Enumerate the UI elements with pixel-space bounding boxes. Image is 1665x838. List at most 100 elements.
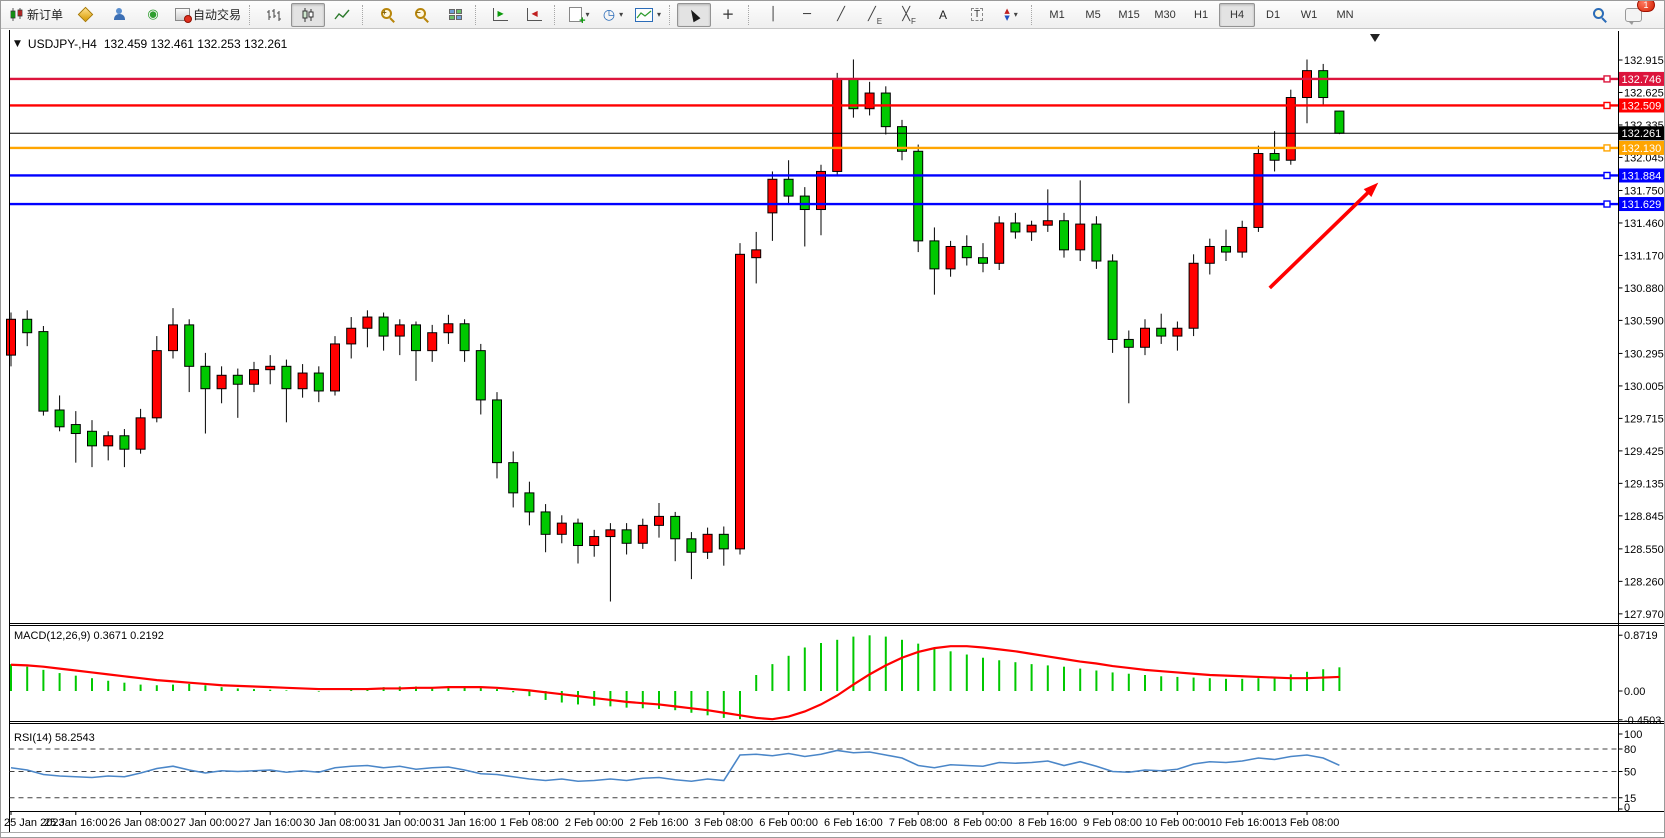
trendline-button[interactable]: ╱	[824, 3, 858, 27]
search-button[interactable]	[1582, 3, 1616, 27]
bull-candle	[1075, 223, 1086, 251]
rsi-indicator-label: RSI(14) 58.2543	[14, 732, 95, 744]
chart-canvas[interactable]: 132.915 132.625 132.335 132.045 131.750 131.4…	[1, 29, 1665, 838]
time-tick-label: 31 Jan 16:00	[433, 817, 497, 829]
clock-icon: ◷	[602, 6, 616, 23]
notifications-button[interactable]: 1	[1616, 1, 1655, 27]
signals-radar-icon: ◉	[147, 7, 159, 22]
bull-candle	[1253, 153, 1264, 228]
macd-tick-label: 0.8719	[1624, 630, 1658, 642]
bear-candle	[799, 195, 810, 211]
bull-candle	[832, 77, 843, 172]
chart-shift-marker[interactable]	[1370, 34, 1380, 42]
trendline-icon: ╱	[837, 7, 845, 22]
signals-button[interactable]: ◉	[136, 3, 170, 27]
bear-candle	[459, 323, 470, 352]
macd-tick-label: -0.4503	[1624, 715, 1661, 727]
bull-candle	[605, 529, 616, 538]
horizontal-line-icon: ─	[803, 7, 811, 22]
level-line-handle[interactable]	[1603, 101, 1611, 110]
line-chart-button[interactable]	[325, 3, 359, 27]
market-depth-button[interactable]	[102, 3, 136, 27]
bull-candle	[556, 522, 567, 535]
bear-candle	[1221, 245, 1231, 253]
crosshair-icon: +	[721, 5, 735, 23]
trend-arrow-head[interactable]	[1363, 182, 1379, 198]
styler-button[interactable]	[68, 3, 102, 27]
bear-candle	[524, 492, 535, 513]
level-line-handle[interactable]	[1603, 144, 1611, 152]
trend-arrow-shaft[interactable]	[1268, 188, 1373, 290]
timeframe-w1-button[interactable]: W1	[1300, 8, 1318, 21]
candlestick-chart-button[interactable]	[291, 2, 326, 27]
crosshair-button[interactable]: +	[711, 3, 745, 27]
price-tag-label: 131.629	[1622, 199, 1662, 211]
arrows-button[interactable]: ▲ ▼ ▾	[1004, 6, 1018, 22]
bull-candle	[216, 374, 227, 390]
bull-candle	[1140, 327, 1150, 348]
time-tick-label: 2 Feb 16:00	[630, 817, 689, 829]
bear-candle	[54, 409, 65, 428]
time-tick-label: 9 Feb 08:00	[1083, 817, 1142, 829]
bear-candle	[718, 533, 729, 550]
tile-windows-button[interactable]	[438, 3, 472, 27]
chat-bubble-icon	[1624, 7, 1642, 25]
timeframe-m5-button[interactable]: M5	[1085, 8, 1101, 21]
timeframe-h1-button[interactable]: H1	[1194, 8, 1209, 21]
rsi-line	[10, 749, 1340, 783]
bull-candle	[135, 417, 146, 450]
price-tick-label: 129.425	[1624, 446, 1664, 458]
fibonacci-icon: ╳	[902, 7, 911, 22]
price-tick-label: 129.715	[1624, 413, 1664, 425]
text-label-icon: T	[970, 8, 984, 21]
time-tick-label: 7 Feb 08:00	[889, 817, 948, 829]
timeframe-h4-button[interactable]: H4	[1219, 2, 1256, 27]
new-chart-icon: +	[568, 7, 586, 27]
person-chart-icon	[113, 8, 126, 21]
bar-chart-button[interactable]	[257, 3, 291, 27]
channel-button[interactable]: ╱ E	[867, 7, 883, 26]
bull-candle	[103, 435, 114, 447]
one-click-trading-toggle[interactable]: ▼	[14, 39, 21, 49]
timeframe-mn-button[interactable]: MN	[1336, 8, 1354, 21]
chart-shift-button[interactable]: ◀	[517, 3, 551, 27]
price-tick-label: 128.550	[1624, 544, 1664, 556]
bear-candle	[313, 372, 324, 392]
toolbar-separator	[1031, 4, 1034, 25]
fibonacci-button[interactable]: ╳ F	[902, 7, 916, 26]
text-label-button[interactable]: T	[960, 3, 994, 27]
auto-trading-button[interactable]: 自动交易	[170, 3, 246, 27]
macd-tick-label: 0.00	[1624, 686, 1645, 698]
auto-scroll-button[interactable]: ▶	[483, 3, 517, 27]
zoom-out-button[interactable]: −	[404, 3, 438, 27]
price-tag-label: 131.884	[1622, 170, 1662, 182]
bear-candle	[1334, 110, 1345, 134]
new-chart-button[interactable]: + ▾	[562, 3, 596, 27]
chart-symbol-period: USDJPY-,H4	[27, 37, 97, 51]
vertical-line-button[interactable]: │	[756, 3, 790, 27]
price-tick-label: 128.260	[1624, 576, 1664, 588]
templates-button[interactable]: ▾	[630, 3, 666, 27]
text-button[interactable]: A	[926, 3, 960, 27]
price-tick-label: 130.005	[1624, 381, 1664, 393]
level-line-handle[interactable]	[1603, 75, 1611, 83]
timeframe-d1-button[interactable]: D1	[1266, 8, 1281, 21]
bull-candle	[151, 350, 162, 419]
cursor-button[interactable]	[677, 2, 712, 27]
price-tick-label: 128.845	[1624, 511, 1664, 523]
horizontal-line-button[interactable]: ─	[790, 3, 824, 27]
new-order-button[interactable]: 新订单	[5, 3, 68, 27]
level-line-handle[interactable]	[1603, 200, 1611, 208]
timeframe-m1-button[interactable]: M1	[1049, 8, 1065, 21]
toolbar-separator	[748, 4, 751, 25]
level-line-handle[interactable]	[1603, 171, 1611, 180]
timeframe-m15-button[interactable]: M15	[1118, 8, 1140, 21]
macd-indicator-label: MACD(12,26,9) 0.3671 0.2192	[14, 630, 164, 642]
timeframe-m30-button[interactable]: M30	[1154, 8, 1176, 21]
periods-button[interactable]: ◷ ▾	[602, 6, 624, 23]
bear-candle	[783, 178, 794, 197]
zoom-in-button[interactable]: +	[370, 3, 404, 27]
time-tick-label: 13 Feb 08:00	[1275, 817, 1340, 829]
bull-candle	[297, 372, 308, 390]
bear-candle	[686, 538, 697, 553]
